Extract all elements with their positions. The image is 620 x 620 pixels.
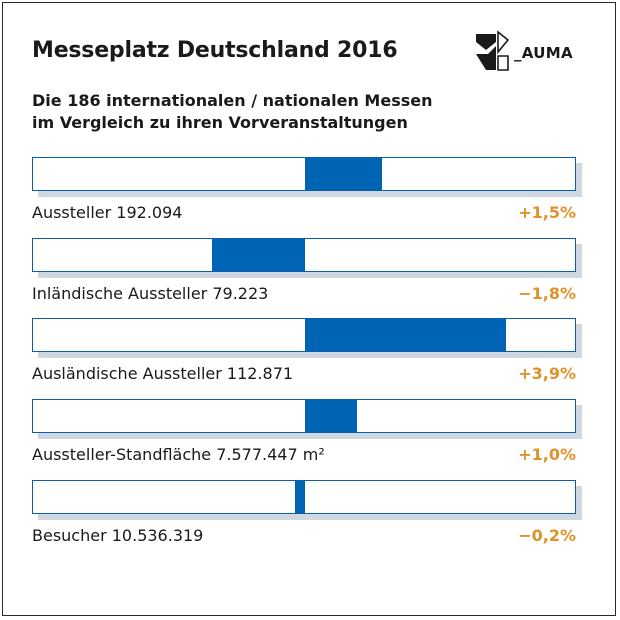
subtitle-line-2: im Vergleich zu ihren Vorveranstaltungen: [32, 113, 408, 132]
bar-track: [32, 238, 576, 272]
bar-label: Ausländische Aussteller 112.871: [32, 364, 294, 383]
bar: [294, 481, 305, 513]
bar-change-label: +3,9%: [518, 364, 576, 383]
auma-logo-icon: [476, 30, 510, 71]
subtitle-line-1: Die 186 internationalen / nationalen Mes…: [32, 91, 433, 110]
bar: [212, 239, 305, 271]
bar-row: Ausländische Aussteller 112.871 +3,9%: [32, 318, 584, 398]
chart-title: Messeplatz Deutschland 2016: [32, 38, 398, 63]
bar-track: [32, 157, 576, 191]
bar-change-label: −0,2%: [518, 526, 576, 545]
bar-row: Aussteller-Standfläche 7.577.447 m² +1,0…: [32, 399, 584, 479]
bar-label: Aussteller-Standfläche 7.577.447 m²: [32, 445, 325, 464]
chart-subtitle: Die 186 internationalen / nationalen Mes…: [32, 90, 502, 134]
bar-track: [32, 399, 576, 433]
bar-change-label: +1,5%: [518, 203, 576, 222]
bar-row: Inländische Aussteller 79.223 −1,8%: [32, 238, 584, 318]
bar: [305, 400, 357, 432]
bar-label: Besucher 10.536.319: [32, 526, 204, 545]
bar: [305, 319, 506, 351]
bar: [305, 158, 383, 190]
bar-change-label: +1,0%: [518, 445, 576, 464]
bar-label: Inländische Aussteller 79.223: [32, 284, 269, 303]
bar-track: [32, 318, 576, 352]
bar-row: Aussteller 192.094 +1,5%: [32, 157, 584, 237]
auma-logo-text: _AUMA: [514, 44, 573, 62]
bar-change-label: −1,8%: [518, 284, 576, 303]
bar-label: Aussteller 192.094: [32, 203, 183, 222]
bar-row: Besucher 10.536.319 −0,2%: [32, 480, 584, 560]
bar-track: [32, 480, 576, 514]
